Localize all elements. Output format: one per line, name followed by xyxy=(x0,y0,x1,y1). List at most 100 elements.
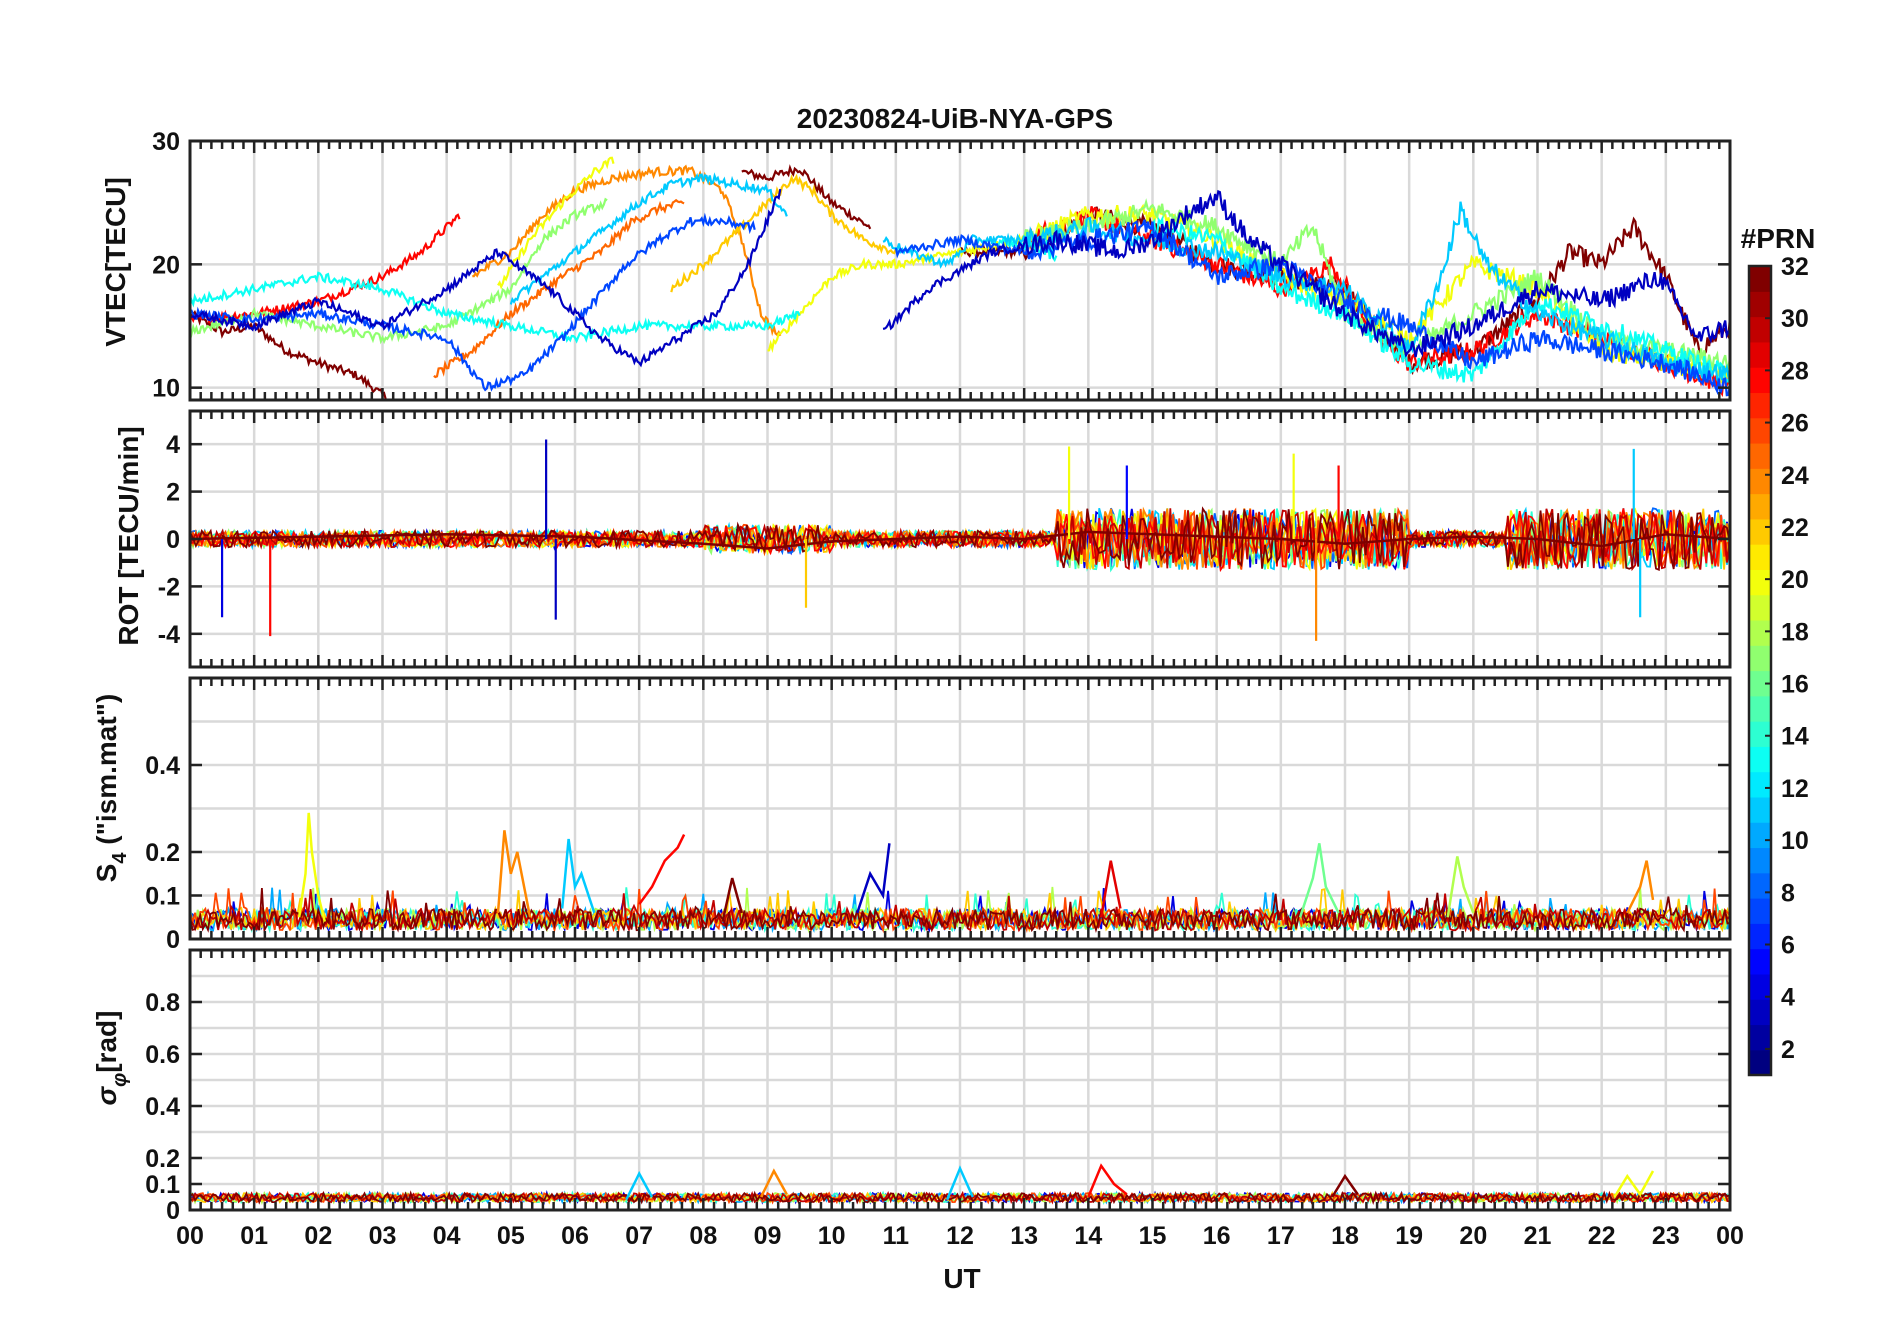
vtec-line-prn-32 xyxy=(741,164,872,230)
vtec-ylabel: VTEC[TECU] xyxy=(100,177,131,347)
x-tick-label: 20 xyxy=(1459,1222,1487,1250)
colorbar-band xyxy=(1749,468,1771,495)
colorbar-band xyxy=(1749,695,1771,722)
colorbar-band xyxy=(1749,872,1771,899)
vtec-line-prn-32 xyxy=(190,310,388,400)
vtec-line-prn-11 xyxy=(509,172,788,305)
colorbar-band xyxy=(1749,999,1771,1026)
x-tick-label: 07 xyxy=(625,1222,653,1250)
colorbar-tick-label: 16 xyxy=(1781,671,1809,699)
s4-peak-prn-24 xyxy=(1626,860,1655,914)
figure-title: 20230824-UiB-NYA-GPS xyxy=(797,103,1113,134)
sigma-phi-panel: 00.10.2 0.4 0.6 0.8 xyxy=(145,948,1732,1225)
colorbar-label: #PRN xyxy=(1741,223,1816,254)
colorbar-band xyxy=(1749,1024,1771,1051)
rot-mean-line xyxy=(190,530,1730,550)
colorbar-band xyxy=(1749,973,1771,1000)
colorbar-band xyxy=(1749,518,1771,545)
s4-peak-prn-11 xyxy=(560,838,596,914)
colorbar-band xyxy=(1749,341,1771,368)
x-tick-label: 16 xyxy=(1203,1222,1231,1250)
data-layer xyxy=(190,439,1730,641)
x-tick-label: 10 xyxy=(818,1222,846,1250)
sigma-peak-prn-32 xyxy=(1331,1173,1359,1198)
colorbar-band xyxy=(1749,771,1771,798)
y-tick-label: 0 xyxy=(166,1197,180,1225)
x-tick-label: 14 xyxy=(1074,1222,1102,1250)
vtec-line-prn-24 xyxy=(472,164,782,337)
rot-noise-prn-30 xyxy=(190,508,1730,572)
colorbar-tick-label: 2 xyxy=(1781,1036,1795,1064)
y-tick-label: 2 xyxy=(166,479,180,507)
colorbar-tick-label: 20 xyxy=(1781,566,1809,594)
y-tick-label: 0.1 xyxy=(145,883,180,911)
rot-panel: -4 -2 0 2 4 xyxy=(158,409,1732,669)
colorbar-tick-label: 32 xyxy=(1781,253,1809,281)
x-axis-label: UT xyxy=(943,1263,980,1294)
x-tick-label: 12 xyxy=(946,1222,974,1250)
x-tick-label: 09 xyxy=(754,1222,782,1250)
y-tick-label: 0.8 xyxy=(145,989,180,1017)
colorbar-band xyxy=(1749,291,1771,318)
vtec-line-prn-22 xyxy=(670,173,897,293)
y-tick-label: 0.6 xyxy=(145,1041,180,1069)
colorbar-band xyxy=(1749,266,1771,292)
s4-peak-prn-28 xyxy=(638,834,686,905)
colorbar-band xyxy=(1749,746,1771,773)
colorbar-tick-label: 24 xyxy=(1781,462,1809,490)
y-tick-label: -4 xyxy=(158,621,180,649)
colorbar-band xyxy=(1749,1049,1771,1076)
y-tick-label: 0 xyxy=(166,526,180,554)
colorbar-band xyxy=(1749,392,1771,419)
y-tick-label: 30 xyxy=(152,128,180,156)
y-tick-label: 0.4 xyxy=(145,1093,180,1121)
colorbar-tick-label: 18 xyxy=(1781,618,1809,646)
x-tick-label: 06 xyxy=(561,1222,589,1250)
s4-ylabel-sub: 4 xyxy=(109,852,131,864)
vtec-line-prn-3 xyxy=(882,189,1730,358)
sigma-peak-prn-11 xyxy=(625,1170,654,1201)
x-tick-labels: 00 01 02 03 04 05 06 07 08 09 10 11 12 13 14 15 16 17 18 19… xyxy=(176,1222,1744,1250)
x-tick-label: 03 xyxy=(369,1222,397,1250)
x-tick-label: 19 xyxy=(1395,1222,1423,1250)
rot-ylabel: ROT [TECU/min] xyxy=(113,426,144,645)
sigma-peak-prn-28 xyxy=(1087,1163,1128,1198)
data-layer xyxy=(190,812,1730,934)
x-tick-label: 02 xyxy=(304,1222,332,1250)
colorbar-band xyxy=(1749,367,1771,394)
colorbar-tick-label: 22 xyxy=(1781,514,1809,542)
colorbar-band xyxy=(1749,544,1771,570)
colorbar-band xyxy=(1749,417,1771,444)
y-tick-label: 0.1 xyxy=(145,1171,180,1199)
x-tick-label: 01 xyxy=(240,1222,268,1250)
sigma-ylabel-rest: [rad] xyxy=(91,1011,122,1073)
colorbar-tick-label: 28 xyxy=(1781,357,1809,385)
vtec-panel: 10 20 30 xyxy=(152,128,1732,403)
colorbar-band xyxy=(1749,645,1771,672)
rot-noise-prn-32 xyxy=(190,506,1730,571)
sigma-ylabel-sub: φ xyxy=(109,1073,131,1087)
vtec-line-prn-11 xyxy=(882,201,1730,388)
colorbar-band xyxy=(1749,316,1771,343)
colorbar-tick-label: 4 xyxy=(1781,984,1795,1012)
colorbar-tick-label: 14 xyxy=(1781,723,1809,751)
colorbar-band xyxy=(1749,898,1771,924)
vtec-line-prn-3 xyxy=(190,188,782,368)
y-tick-label: 20 xyxy=(152,251,180,279)
colorbar-band xyxy=(1749,796,1771,823)
sigma-phi-ylabel: σφ[rad] xyxy=(91,1011,131,1106)
s4-peak-prn-32 xyxy=(721,877,744,922)
colorbar-band xyxy=(1749,923,1771,950)
colorbar-band xyxy=(1749,569,1771,596)
y-tick-label: 0.4 xyxy=(145,752,180,780)
colorbar-band xyxy=(1749,822,1771,849)
colorbar-tick-label: 12 xyxy=(1781,775,1809,803)
sigma-peak-prn-20 xyxy=(1613,1170,1655,1198)
x-tick-label: 05 xyxy=(497,1222,525,1250)
x-tick-label: 15 xyxy=(1139,1222,1167,1250)
colorbar-band xyxy=(1749,847,1771,874)
vtec-line-prn-25 xyxy=(433,198,685,379)
y-tick-label: 10 xyxy=(152,375,180,403)
colorbar-tick-label: 26 xyxy=(1781,410,1809,438)
